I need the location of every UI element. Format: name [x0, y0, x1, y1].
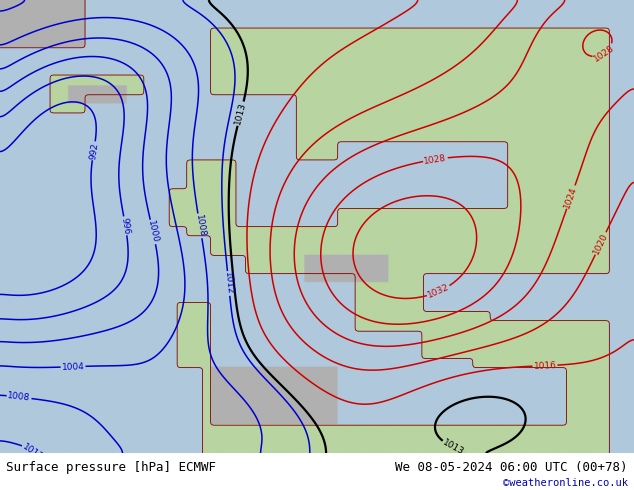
Text: 1012: 1012	[223, 271, 234, 295]
Text: 1008: 1008	[193, 214, 206, 238]
Text: 1000: 1000	[146, 220, 160, 244]
Text: 1013: 1013	[233, 101, 248, 126]
Text: We 08-05-2024 06:00 UTC (00+78): We 08-05-2024 06:00 UTC (00+78)	[395, 461, 628, 474]
Text: Surface pressure [hPa] ECMWF: Surface pressure [hPa] ECMWF	[6, 461, 216, 474]
Text: 1032: 1032	[426, 283, 451, 300]
Text: ©weatheronline.co.uk: ©weatheronline.co.uk	[503, 478, 628, 488]
Text: 1004: 1004	[61, 362, 85, 371]
Text: 1016: 1016	[533, 361, 557, 370]
Text: 992: 992	[88, 142, 100, 160]
Text: 1028: 1028	[592, 43, 616, 63]
Text: 1020: 1020	[592, 231, 610, 256]
Text: 1008: 1008	[7, 392, 31, 403]
Text: 1024: 1024	[563, 185, 579, 209]
Text: 1028: 1028	[424, 153, 448, 166]
Text: 1012: 1012	[21, 441, 45, 462]
Text: 996: 996	[120, 217, 131, 235]
Text: 1013: 1013	[441, 438, 466, 457]
